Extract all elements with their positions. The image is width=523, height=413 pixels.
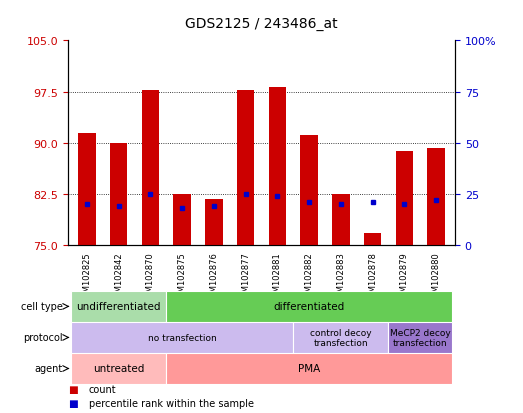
Text: count: count xyxy=(89,384,117,394)
Text: cell type: cell type xyxy=(21,301,63,312)
Text: agent: agent xyxy=(35,363,63,374)
Bar xyxy=(269,88,286,246)
Text: protocol: protocol xyxy=(23,332,63,343)
Bar xyxy=(78,133,96,246)
Text: no transfection: no transfection xyxy=(148,333,217,342)
Bar xyxy=(293,322,389,353)
Text: untreated: untreated xyxy=(93,363,144,374)
Bar xyxy=(364,233,381,246)
Bar xyxy=(389,322,452,353)
Bar xyxy=(427,149,445,246)
Text: ■: ■ xyxy=(68,399,78,408)
Bar xyxy=(110,143,128,246)
Bar xyxy=(395,152,413,246)
Bar xyxy=(71,291,166,322)
Bar xyxy=(166,353,452,384)
Text: control decoy
transfection: control decoy transfection xyxy=(310,328,372,347)
Text: undifferentiated: undifferentiated xyxy=(76,301,161,312)
Text: ■: ■ xyxy=(68,384,78,394)
Bar xyxy=(71,353,166,384)
Bar xyxy=(174,195,191,246)
Bar xyxy=(142,90,159,246)
Bar xyxy=(237,91,254,246)
Bar xyxy=(332,195,349,246)
Bar xyxy=(205,199,223,246)
Text: GDS2125 / 243486_at: GDS2125 / 243486_at xyxy=(185,17,338,31)
Text: MeCP2 decoy
transfection: MeCP2 decoy transfection xyxy=(390,328,450,347)
Text: differentiated: differentiated xyxy=(274,301,345,312)
Bar xyxy=(300,135,318,246)
Bar xyxy=(166,291,452,322)
Bar xyxy=(71,322,293,353)
Text: PMA: PMA xyxy=(298,363,320,374)
Text: percentile rank within the sample: percentile rank within the sample xyxy=(89,399,254,408)
